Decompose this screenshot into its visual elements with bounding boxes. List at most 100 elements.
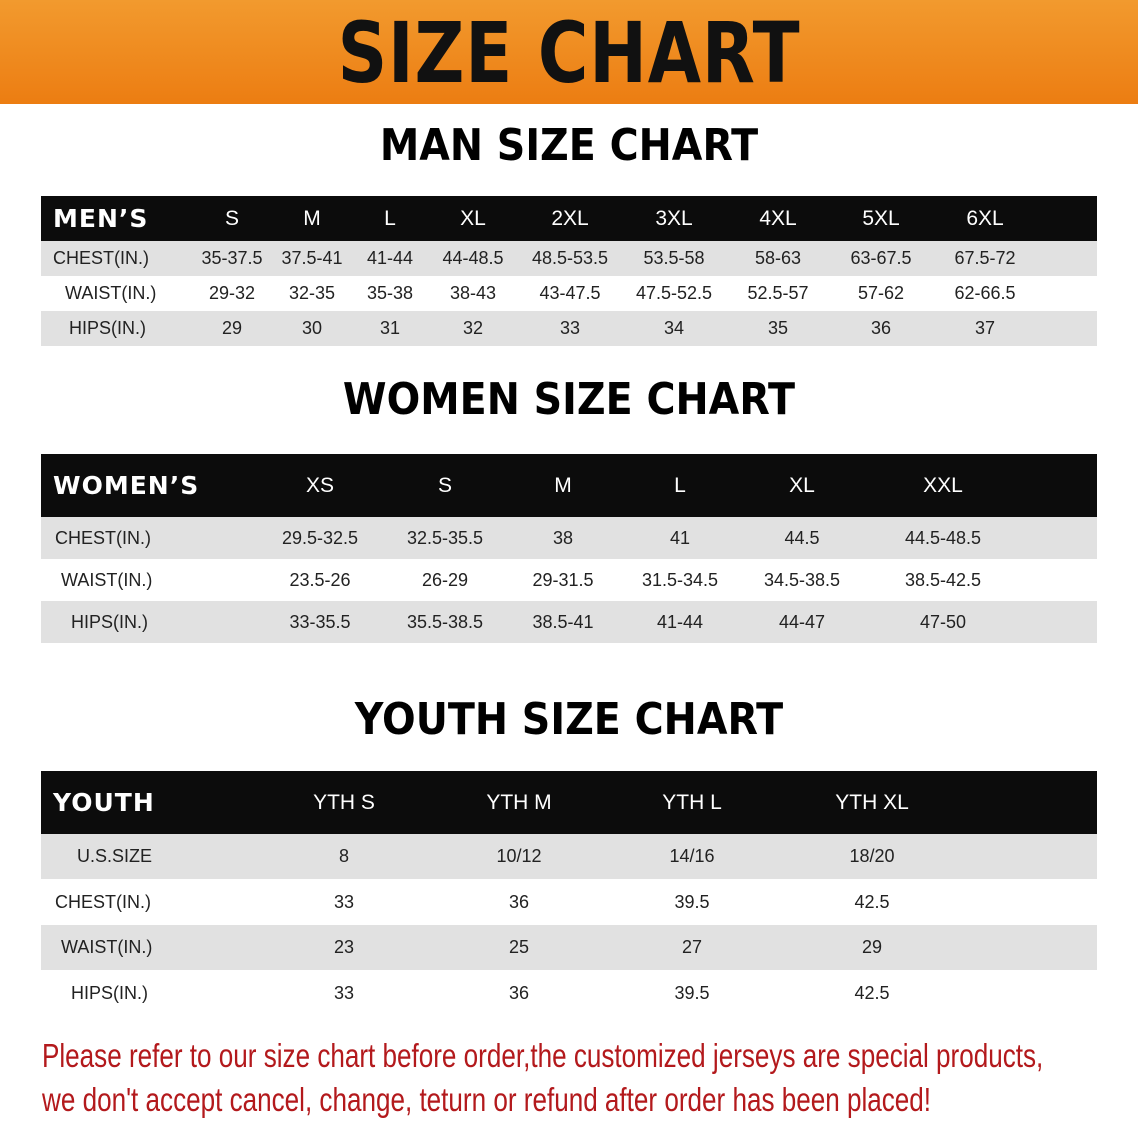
size-header: M [303, 206, 321, 230]
table-corner-label: MEN’S [53, 204, 149, 233]
table-row: HIPS(IN.) 29 30 31 32 33 34 35 36 37 [41, 311, 1097, 346]
measurement-cell: 39.5 [674, 891, 710, 912]
size-header: M [554, 473, 572, 497]
size-header: YTH XL [835, 790, 909, 814]
table-row: U.S.SIZE 8 10/12 14/16 18/20 [41, 834, 1097, 879]
size-header: 2XL [551, 206, 589, 230]
measurement-cell: 37.5-41 [281, 248, 343, 268]
size-header: L [674, 473, 686, 497]
notice-line-1: Please refer to our size chart before or… [42, 1037, 1044, 1074]
row-label: HIPS(IN.) [69, 318, 147, 338]
table-header-row: WOMEN’S XS S M L XL XXL [41, 454, 1097, 517]
measurement-cell: 47.5-52.5 [635, 283, 713, 303]
size-header: 6XL [966, 206, 1004, 230]
measurement-cell: 44-47 [778, 611, 826, 632]
measurement-cell: 38-43 [449, 283, 497, 303]
measurement-cell: 57-62 [857, 283, 905, 303]
notice-line-2: we don't accept cancel, change, teturn o… [42, 1081, 932, 1118]
banner-title: SIZE CHART [337, 4, 801, 102]
table-corner-label: YOUTH [53, 788, 155, 817]
size-header: 5XL [862, 206, 900, 230]
men-section-title: MAN SIZE CHART [379, 120, 759, 171]
measurement-cell: 52.5-57 [747, 283, 809, 303]
measurement-cell: 18/20 [849, 846, 895, 866]
row-label: CHEST(IN.) [53, 248, 149, 268]
women-size-table: WOMEN’S XS S M L XL XXL CHEST(IN.) 29.5-32.5 32.5… [41, 454, 1097, 643]
size-header: XL [460, 206, 486, 230]
measurement-cell: 29 [221, 318, 243, 338]
measurement-cell: 41-44 [366, 248, 414, 268]
size-header: XXL [923, 473, 963, 497]
measurement-cell: 33 [333, 982, 355, 1003]
row-label: CHEST(IN.) [55, 891, 151, 912]
table-row: CHEST(IN.) 35-37.5 37.5-41 41-44 44-48.5 48.5… [41, 241, 1097, 276]
row-label: U.S.SIZE [77, 846, 153, 866]
measurement-cell: 29 [861, 937, 883, 957]
table-row: HIPS(IN.) 33 36 39.5 42.5 [41, 970, 1097, 1016]
measurement-cell: 30 [301, 318, 323, 338]
measurement-cell: 32.5-35.5 [406, 527, 484, 548]
measurement-cell: 38.5-41 [532, 611, 594, 632]
measurement-cell: 53.5-58 [643, 248, 705, 268]
measurement-cell: 31.5-34.5 [641, 569, 719, 590]
measurement-cell: 35-38 [366, 283, 414, 303]
size-header: S [437, 473, 453, 497]
measurement-cell: 23.5-26 [289, 569, 351, 590]
measurement-cell: 44-48.5 [442, 248, 504, 268]
row-label: HIPS(IN.) [71, 982, 149, 1003]
row-label: WAIST(IN.) [65, 283, 157, 303]
measurement-cell: 33 [333, 891, 355, 912]
measurement-cell: 44.5 [784, 527, 820, 548]
measurement-cell: 36 [508, 982, 530, 1003]
measurement-cell: 47-50 [919, 611, 967, 632]
measurement-cell: 38.5-42.5 [904, 569, 982, 590]
measurement-cell: 26-29 [421, 569, 469, 590]
measurement-cell: 34.5-38.5 [763, 569, 841, 590]
measurement-cell: 35.5-38.5 [406, 611, 484, 632]
measurement-cell: 38 [552, 527, 574, 548]
measurement-cell: 23 [333, 937, 355, 957]
table-row: CHEST(IN.) 29.5-32.5 32.5-35.5 38 41 44.5 44.5… [41, 517, 1097, 559]
table-row: WAIST(IN.) 23.5-26 26-29 29-31.5 31.5-34.5 34… [41, 559, 1097, 601]
measurement-cell: 58-63 [754, 248, 802, 268]
size-header: 4XL [759, 206, 797, 230]
table-row: WAIST(IN.) 23 25 27 29 [41, 925, 1097, 970]
measurement-cell: 43-47.5 [539, 283, 601, 303]
measurement-cell: 36 [508, 891, 530, 912]
measurement-cell: 63-67.5 [850, 248, 912, 268]
men-size-table: MEN’S S M L XL 2XL 3XL 4XL 5XL 6XL CHEST(IN.) 35-37… [41, 196, 1097, 346]
size-header: XS [305, 473, 335, 497]
table-row: CHEST(IN.) 33 36 39.5 42.5 [41, 879, 1097, 925]
measurement-cell: 33-35.5 [289, 611, 351, 632]
table-header-row: MEN’S S M L XL 2XL 3XL 4XL 5XL 6XL [41, 196, 1097, 241]
measurement-cell: 29.5-32.5 [281, 527, 359, 548]
measurement-cell: 25 [508, 937, 530, 957]
measurement-cell: 35 [767, 318, 789, 338]
measurement-cell: 42.5 [854, 891, 890, 912]
measurement-cell: 41-44 [656, 611, 704, 632]
size-header: YTH S [313, 790, 375, 814]
youth-section-title: YOUTH SIZE CHART [354, 694, 784, 745]
measurement-cell: 48.5-53.5 [531, 248, 609, 268]
measurement-cell: 31 [379, 318, 401, 338]
row-label: WAIST(IN.) [61, 569, 153, 590]
measurement-cell: 32 [462, 318, 484, 338]
table-row: WAIST(IN.) 29-32 32-35 35-38 38-43 43-47.5 47.… [41, 276, 1097, 311]
measurement-cell: 27 [681, 937, 703, 957]
measurement-cell: 36 [870, 318, 892, 338]
measurement-cell: 33 [559, 318, 581, 338]
measurement-cell: 37 [974, 318, 996, 338]
size-header: YTH M [486, 790, 552, 814]
measurement-cell: 14/16 [669, 846, 715, 866]
size-header: S [224, 206, 240, 230]
row-label: WAIST(IN.) [61, 937, 153, 957]
measurement-cell: 10/12 [496, 846, 542, 866]
measurement-cell: 35-37.5 [201, 248, 263, 268]
banner: SIZE CHART [0, 0, 1138, 104]
measurement-cell: 8 [338, 846, 350, 866]
measurement-cell: 44.5-48.5 [904, 527, 982, 548]
size-header: L [384, 206, 396, 230]
size-header: YTH L [662, 790, 722, 814]
table-header-row: YOUTH YTH S YTH M YTH L YTH XL [41, 771, 1097, 834]
measurement-cell: 62-66.5 [954, 283, 1016, 303]
